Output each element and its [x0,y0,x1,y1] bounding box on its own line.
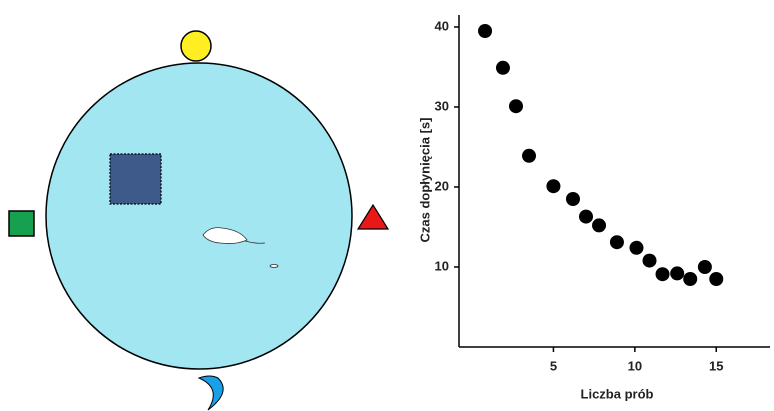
y-axis-title: Czas dopłynięcia [s] [417,118,432,243]
x-axis-title: Liczba prób [581,386,654,401]
point [643,254,657,268]
pool [46,63,352,369]
point [478,24,492,38]
point [546,179,560,193]
x-tick-label: 15 [709,358,723,373]
y-tick-label: 40 [435,18,449,33]
maze-diagram [9,31,388,410]
y-tick-label: 20 [435,178,449,193]
point [629,241,643,255]
point [566,192,580,206]
blue-cue [199,376,223,410]
x-tick-label: 10 [628,358,642,373]
red-cue [358,205,388,229]
green-cue [9,211,34,236]
point [656,267,670,281]
point [610,235,624,249]
point [670,266,684,280]
yellow-cue [181,31,211,61]
point [509,99,523,113]
point [698,260,712,274]
point [496,61,510,75]
point [522,149,536,163]
y-tick-label: 10 [435,258,449,273]
chart: Liczba prób Czas dopłynięcia [s] [417,15,770,401]
platform [110,154,161,204]
point [683,272,697,286]
point [592,218,606,232]
figure: Liczba prób Czas dopłynięcia [s] 10 20 30 4… [0,0,774,411]
point [579,210,593,224]
point [709,272,723,286]
x-tick-label: 5 [550,358,557,373]
y-tick-label: 30 [435,98,449,113]
